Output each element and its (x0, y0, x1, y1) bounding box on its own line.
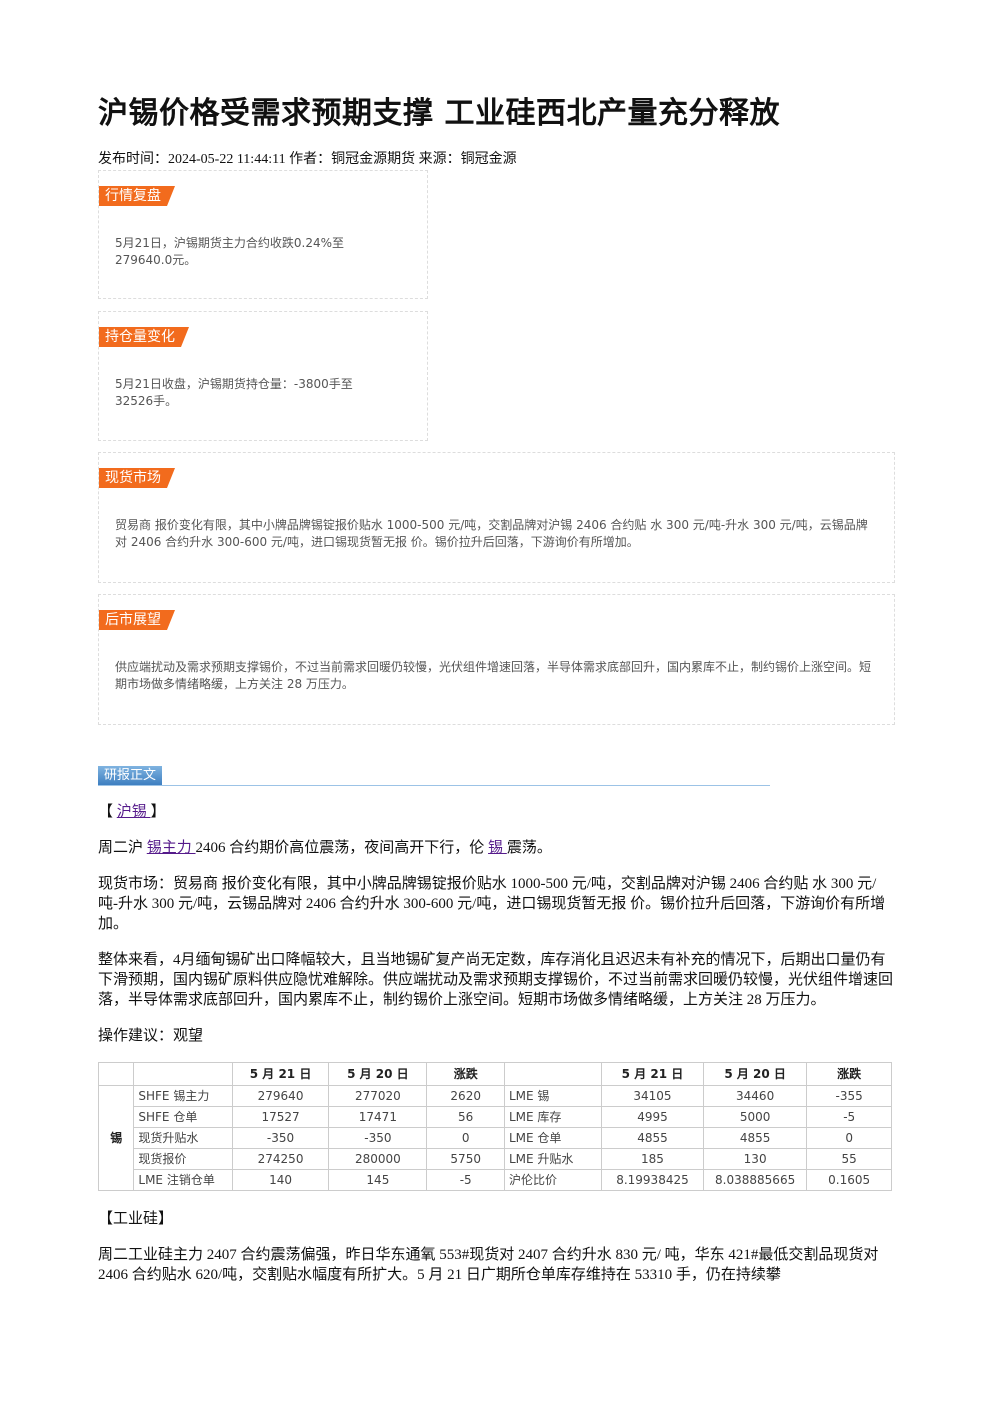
text: 周二工业硅主力 2407 合约震荡偏强，昨日华东通氧 553#现货对 2407 … (98, 1247, 879, 1283)
paragraph: 整体来看，4月缅甸锡矿出口降幅较大，且当地锡矿复产尚无定数，库存消化且迟迟未有补… (98, 950, 894, 1010)
report-tag: 研报正文 (98, 766, 163, 785)
cell: 4995 (601, 1106, 704, 1128)
cell: SHFE 仓单 (133, 1106, 233, 1128)
cell (133, 1062, 233, 1086)
cell: 140 (231, 1169, 330, 1191)
cell: 280000 (328, 1148, 428, 1170)
paragraph: 现货市场：贸易商 报价变化有限，其中小牌品牌锡锭报价贴水 1000-500 元/… (98, 874, 894, 934)
text: 震荡。 (506, 840, 552, 856)
cell: LME 注销仓单 (133, 1169, 233, 1191)
cell: 8.038885665 (702, 1169, 808, 1191)
card-tag: 持仓量变化 (99, 327, 189, 347)
cell: -350 (328, 1127, 428, 1149)
cell: 5000 (702, 1106, 808, 1128)
cell (503, 1062, 603, 1086)
cell: 277020 (328, 1085, 428, 1107)
text: 【 (98, 804, 117, 820)
cell: 34105 (601, 1085, 704, 1107)
card: 后市展望供应端扰动及需求预期支撑锡价，不过当前需求回暖仍较慢，光伏组件增速回落，… (98, 594, 895, 725)
cell: 130 (702, 1148, 808, 1170)
card-tag: 现货市场 (99, 468, 175, 488)
cell: SHFE 锡主力 (133, 1085, 233, 1107)
cell: -350 (231, 1127, 330, 1149)
cell: 现货升贴水 (133, 1127, 233, 1149)
report-body: 【 沪锡 】周二沪 锡主力 2406 合约期价高位震荡，夜间高开下行，伦 锡 震… (97, 802, 894, 1301)
cell: 现货报价 (133, 1148, 233, 1170)
text: 周二沪 (98, 840, 147, 856)
link[interactable]: 沪锡 (116, 804, 151, 820)
row: 现货报价 274250 280000 5750 LME 升贴水 185 130 55 (99, 1148, 892, 1170)
cell: 2620 (426, 1085, 505, 1107)
cell: 4855 (601, 1127, 704, 1149)
cell: 145 (328, 1169, 428, 1191)
header-cell: 5 月 20 日 (702, 1062, 808, 1086)
cell: 55 (806, 1148, 892, 1170)
paragraph: 操作建议：观望 (98, 1026, 894, 1046)
cell: 17471 (328, 1106, 428, 1128)
text: 整体来看，4月缅甸锡矿出口降幅较大，且当地锡矿复产尚无定数，库存消化且迟迟未有补… (98, 952, 894, 1008)
header-cell: 涨跌 (806, 1062, 892, 1086)
cell: 沪伦比价 (503, 1169, 603, 1191)
card-text: 5月21日收盘，沪锡期货持仓量：-3800手至32526手。 (115, 377, 353, 408)
header-cell: 涨跌 (426, 1062, 505, 1086)
cell: 5750 (426, 1148, 505, 1170)
title: 沪锡价格受需求预期支撑 工业硅西北产量充分释放 (98, 96, 780, 131)
cell: 34460 (702, 1085, 808, 1107)
cell: 279640 (231, 1085, 330, 1107)
card-tag: 后市展望 (99, 610, 175, 630)
paragraph: 周二工业硅主力 2407 合约震荡偏强，昨日华东通氧 553#现货对 2407 … (98, 1245, 894, 1285)
cell: 274250 (231, 1148, 330, 1170)
cell: LME 库存 (503, 1106, 603, 1128)
card: 持仓量变化 5月21日收盘，沪锡期货持仓量：-3800手至32526手。 (98, 311, 428, 441)
cell: -5 (806, 1106, 892, 1128)
header-cell: 5 月 21 日 (601, 1062, 704, 1086)
cell: 0.1605 (806, 1169, 892, 1191)
cell: LME 锡 (503, 1085, 603, 1107)
cell: -355 (806, 1085, 892, 1107)
row: 现货升贴水 -350 -350 0 LME 仓单 4855 4855 0 (99, 1127, 892, 1149)
paragraph: 周二沪 锡主力 2406 合约期价高位震荡，夜间高开下行，伦 锡 震荡。 (98, 838, 894, 858)
header-cell: 5 月 21 日 (231, 1062, 330, 1086)
cell (97, 1062, 135, 1086)
text: 2406 合约期价高位震荡，夜间高开下行，伦 (195, 840, 489, 856)
text: 现货市场：贸易商 报价变化有限，其中小牌品牌锡锭报价贴水 1000-500 元/… (98, 876, 886, 932)
meta: 发布时间：2024-05-22 11:44:11 作者：铜冠金源期货 来源：铜冠… (98, 152, 517, 167)
card-text: 贸易商 报价变化有限，其中小牌品牌锡锭报价贴水 1000-500 元/吨，交割品… (115, 518, 868, 549)
card: 行情复盘 5月21日，沪锡期货主力合约收跌0.24%至279640.0元。 (98, 170, 428, 299)
card: 现货市场贸易商 报价变化有限，其中小牌品牌锡锭报价贴水 1000-500 元/吨… (98, 452, 895, 583)
cell: LME 升贴水 (503, 1148, 603, 1170)
text: 】 (150, 804, 166, 820)
cell: LME 仓单 (503, 1127, 603, 1149)
cell: 185 (601, 1148, 704, 1170)
paragraph: 【 沪锡 】 (98, 802, 894, 822)
row: LME 注销仓单 140 145 -5 沪伦比价 8.19938425 8.03888566… (99, 1169, 892, 1191)
text: 【工业硅】 (98, 1211, 174, 1227)
cell: -5 (426, 1169, 505, 1191)
cell: 17527 (231, 1106, 330, 1128)
cell: 4855 (702, 1127, 808, 1149)
cell: 0 (806, 1127, 892, 1149)
link[interactable]: 锡主力 (146, 840, 196, 856)
row: SHFE 仓单 17527 17471 56 LME 库存 4995 5000 -5 (99, 1106, 892, 1128)
cell: 8.19938425 (601, 1169, 704, 1191)
cell: 0 (426, 1127, 505, 1149)
divider (98, 785, 770, 786)
paragraph: 【工业硅】 (98, 1209, 894, 1229)
header-cell: 5 月 20 日 (328, 1062, 428, 1086)
card-text: 5月21日，沪锡期货主力合约收跌0.24%至279640.0元。 (115, 236, 345, 267)
link[interactable]: 锡 (488, 840, 507, 856)
card-tag: 行情复盘 (99, 186, 175, 206)
row: 锡 SHFE 锡主力 279640 277020 2620 LME 锡 34105 34460… (97, 1085, 892, 1191)
group-cell: 锡 (97, 1085, 135, 1191)
text: 操作建议：观望 (98, 1028, 204, 1044)
card-text: 供应端扰动及需求预期支撑锡价，不过当前需求回暖仍较慢，光伏组件增速回落，半导体需… (115, 660, 872, 691)
cell: 56 (426, 1106, 505, 1128)
